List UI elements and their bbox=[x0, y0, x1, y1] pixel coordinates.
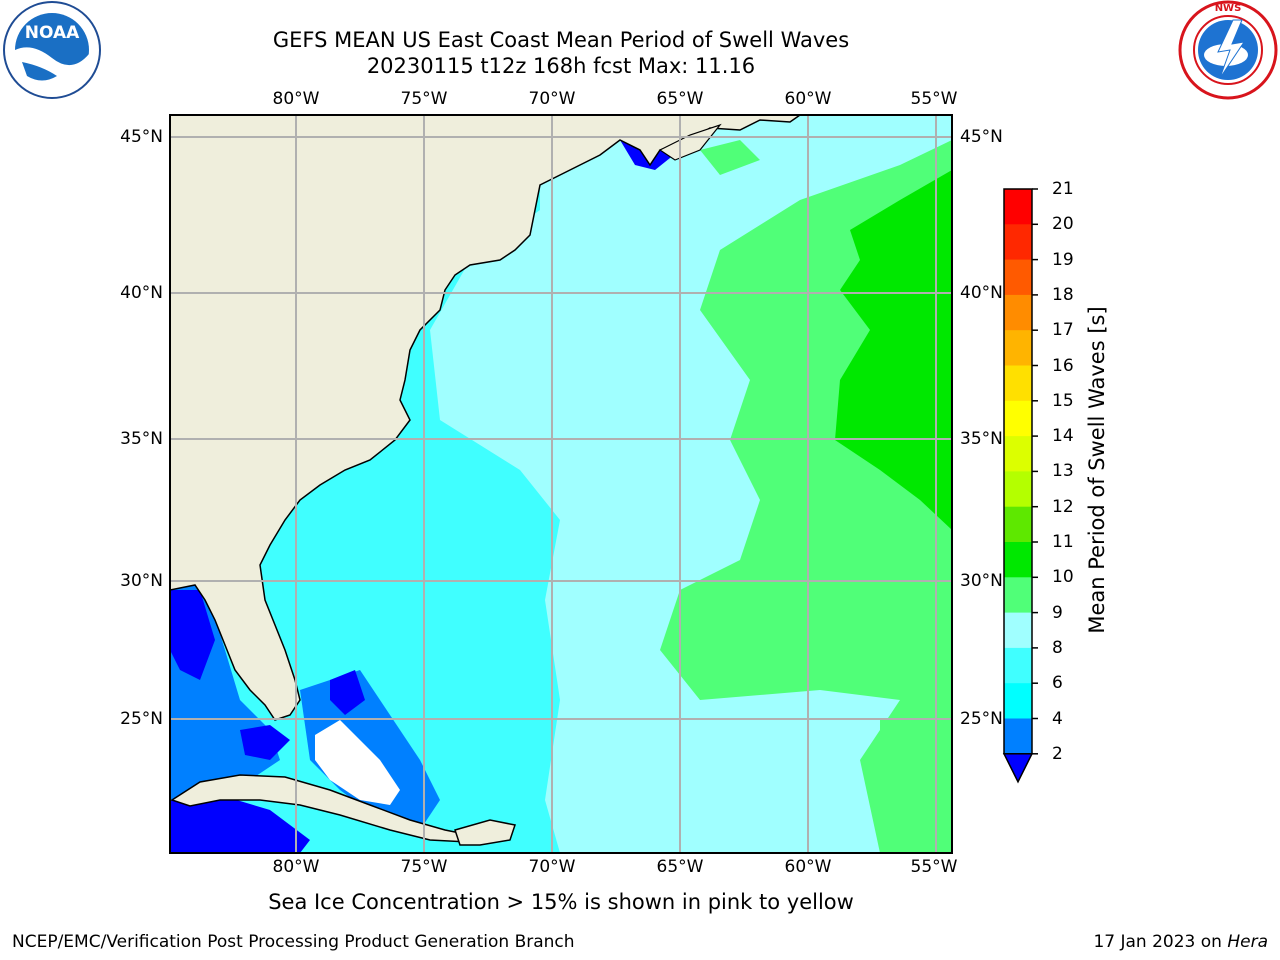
nws-logo: NWS bbox=[1178, 0, 1278, 100]
svg-text:NWS: NWS bbox=[1215, 3, 1242, 14]
colorbar-tick-label: 16 bbox=[1052, 355, 1074, 376]
colorbar-band bbox=[1004, 365, 1032, 402]
colorbar-tick-label: 2 bbox=[1052, 743, 1063, 764]
colorbar-extension bbox=[1002, 753, 1034, 784]
colorbar-tick-label: 21 bbox=[1052, 179, 1074, 199]
lon-label-top: 75°W bbox=[400, 89, 448, 109]
noaa-logo-text: NOAA bbox=[25, 23, 80, 43]
lon-label-bottom: 75°W bbox=[400, 857, 448, 877]
colorbar-band bbox=[1004, 577, 1032, 614]
colorbar-band bbox=[1004, 683, 1032, 719]
lat-label-left: 25°N bbox=[120, 709, 163, 729]
lon-label-top: 80°W bbox=[272, 89, 320, 109]
lon-label-bottom: 65°W bbox=[656, 857, 704, 877]
colorbar-band bbox=[1004, 330, 1032, 366]
lat-label-right: 25°N bbox=[960, 709, 1003, 729]
map-title: GEFS MEAN US East Coast Mean Period of S… bbox=[272, 28, 850, 52]
lon-label-top: 55°W bbox=[910, 89, 958, 109]
colorbar-label: Mean Period of Swell Waves [s] bbox=[1085, 306, 1109, 634]
bahamas-land bbox=[315, 720, 400, 805]
colorbar-tick-label: 17 bbox=[1052, 320, 1074, 341]
colorbar-tick-label: 6 bbox=[1052, 673, 1063, 694]
lat-label-right: 30°N bbox=[960, 571, 1003, 591]
colorbar-tick-label: 18 bbox=[1052, 284, 1074, 305]
lon-label-top: 65°W bbox=[656, 89, 704, 109]
lat-label-right: 45°N bbox=[960, 127, 1003, 147]
lat-label-left: 30°N bbox=[120, 571, 163, 591]
lon-label-bottom: 60°W bbox=[784, 857, 832, 877]
lon-label-bottom: 70°W bbox=[528, 857, 576, 877]
colorbar-band bbox=[1004, 294, 1032, 331]
colorbar-tick-label: 8 bbox=[1052, 637, 1063, 658]
lat-label-left: 35°N bbox=[120, 429, 163, 449]
colorbar-band bbox=[1004, 542, 1032, 578]
lon-label-bottom: 55°W bbox=[910, 857, 958, 877]
sea-ice-note: Sea Ice Concentration > 15% is shown in … bbox=[268, 890, 854, 914]
lat-label-left: 45°N bbox=[120, 127, 163, 147]
colorbar-band bbox=[1004, 259, 1032, 296]
colorbar-band bbox=[1004, 718, 1032, 755]
colorbar-band bbox=[1004, 224, 1032, 261]
colorbar-band bbox=[1004, 436, 1032, 472]
colorbar-tick-label: 19 bbox=[1052, 249, 1074, 270]
colorbar-tick-label: 10 bbox=[1052, 567, 1074, 588]
lat-label-right: 40°N bbox=[960, 283, 1003, 303]
noaa-logo: NOAA bbox=[3, 1, 101, 99]
colorbar-tick-label: 9 bbox=[1052, 602, 1063, 623]
machine-name: Hera bbox=[1227, 932, 1268, 952]
colorbar-tick-label: 11 bbox=[1052, 532, 1074, 552]
lat-label-left: 40°N bbox=[120, 283, 163, 303]
colorbar-tick-label: 14 bbox=[1052, 426, 1074, 447]
lon-label-top: 70°W bbox=[528, 89, 576, 109]
colorbar-tick-label: 13 bbox=[1052, 461, 1074, 482]
credit-text: NCEP/EMC/Verification Post Processing Pr… bbox=[12, 932, 575, 952]
map-gridlines bbox=[170, 115, 952, 853]
colorbar-band bbox=[1004, 612, 1032, 649]
lon-label-top: 60°W bbox=[784, 89, 832, 109]
colorbar-band bbox=[1004, 471, 1032, 508]
colorbar-band bbox=[1004, 189, 1032, 225]
colorbar bbox=[1002, 188, 1038, 784]
colorbar-band bbox=[1004, 647, 1032, 684]
map-frame bbox=[169, 114, 953, 854]
colorbar-tick-label: 15 bbox=[1052, 390, 1074, 411]
lat-label-right: 35°N bbox=[960, 429, 1003, 449]
run-date: 17 Jan 2023 on Hera bbox=[1093, 932, 1268, 952]
north-america-land bbox=[170, 115, 802, 721]
colorbar-band bbox=[1004, 506, 1032, 543]
colorbar-band bbox=[1004, 400, 1032, 437]
colorbar-tick-label: 12 bbox=[1052, 496, 1074, 517]
lon-label-bottom: 80°W bbox=[272, 857, 320, 877]
run-date-text: 17 Jan 2023 on bbox=[1093, 932, 1222, 952]
colorbar-tick-label: 4 bbox=[1052, 708, 1063, 729]
map-subtitle: 20230115 t12z 168h fcst Max: 11.16 bbox=[366, 54, 756, 78]
colorbar-tick-label: 20 bbox=[1052, 214, 1074, 235]
